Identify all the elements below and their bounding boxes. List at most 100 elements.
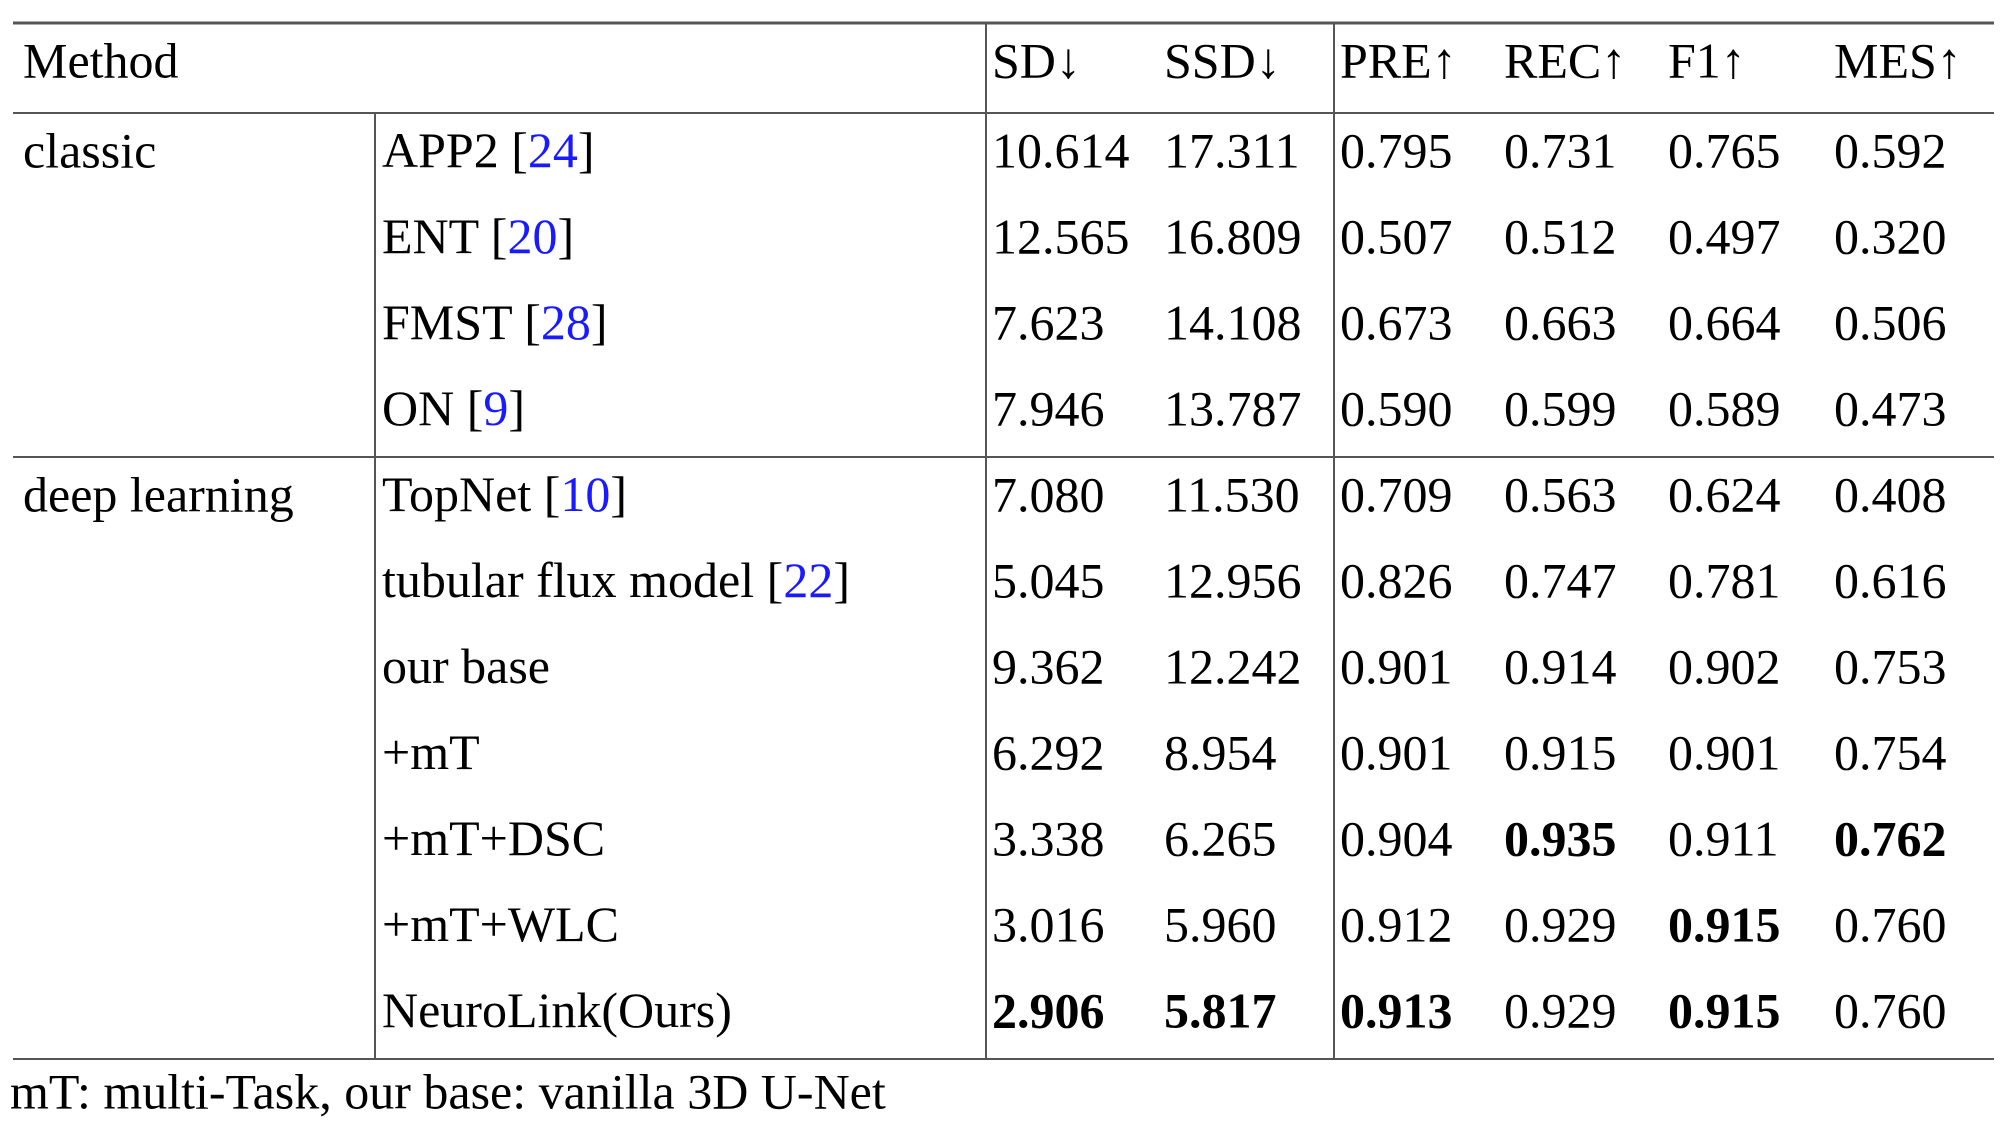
- value-cell: 6.292: [992, 724, 1105, 780]
- value-cell: 0.795: [1340, 122, 1453, 178]
- value-cell: 0.915: [1668, 896, 1781, 952]
- value-cell: 0.929: [1504, 896, 1617, 952]
- value-cell: 7.946: [992, 380, 1105, 436]
- method-label: tubular flux model: [382, 552, 767, 608]
- value-cell: 6.265: [1164, 810, 1277, 866]
- value-cell: 0.915: [1668, 982, 1781, 1038]
- value-cell: 8.954: [1164, 724, 1277, 780]
- value-cell: 0.753: [1834, 638, 1947, 694]
- value-cell: 0.589: [1668, 380, 1781, 436]
- value-cell: 0.731: [1504, 122, 1617, 178]
- value-cell: 0.590: [1340, 380, 1453, 436]
- value-cell: 5.045: [992, 552, 1105, 608]
- value-cell: 0.512: [1504, 208, 1617, 264]
- value-cell: 2.906: [992, 982, 1105, 1038]
- method-label: +mT: [382, 724, 480, 780]
- method-name: our base: [382, 638, 550, 694]
- value-cell: 0.914: [1504, 638, 1617, 694]
- group-name: deep learning: [23, 466, 294, 522]
- value-cell: 16.809: [1164, 208, 1302, 264]
- method-label: our base: [382, 638, 550, 694]
- value-cell: 0.760: [1834, 896, 1947, 952]
- group-name: classic: [23, 122, 156, 178]
- header-cell: SD↓: [992, 32, 1081, 88]
- citation: [22]: [767, 552, 850, 608]
- value-cell: 7.623: [992, 294, 1105, 350]
- citation: [20]: [491, 208, 574, 264]
- method-name: NeuroLink(Ours): [382, 982, 732, 1038]
- value-cell: 11.530: [1164, 466, 1300, 522]
- method-name: FMST [28]: [382, 294, 608, 350]
- method-name: +mT+DSC: [382, 810, 605, 866]
- header-cell: REC↑: [1504, 32, 1626, 88]
- method-name: TopNet [10]: [382, 466, 627, 522]
- value-cell: 0.320: [1834, 208, 1947, 264]
- value-cell: 5.960: [1164, 896, 1277, 952]
- method-name: +mT: [382, 724, 480, 780]
- value-cell: 3.338: [992, 810, 1105, 866]
- value-cell: 0.765: [1668, 122, 1781, 178]
- value-cell: 0.563: [1504, 466, 1617, 522]
- method-label: ON: [382, 380, 467, 436]
- citation: [28]: [524, 294, 607, 350]
- value-cell: 0.664: [1668, 294, 1781, 350]
- method-label: TopNet: [382, 466, 544, 522]
- footnote: mT: multi-Task, our base: vanilla 3D U-N…: [10, 1063, 886, 1119]
- value-cell: 3.016: [992, 896, 1105, 952]
- method-label: +mT+WLC: [382, 896, 619, 952]
- value-cell: 0.935: [1504, 810, 1617, 866]
- value-cell: 0.473: [1834, 380, 1947, 436]
- value-cell: 14.108: [1164, 294, 1302, 350]
- value-cell: 0.911: [1668, 810, 1779, 866]
- value-cell: 0.915: [1504, 724, 1617, 780]
- value-cell: 12.956: [1164, 552, 1302, 608]
- value-cell: 9.362: [992, 638, 1105, 694]
- value-cell: 12.565: [992, 208, 1130, 264]
- value-cell: 7.080: [992, 466, 1105, 522]
- method-name: +mT+WLC: [382, 896, 619, 952]
- header-cell: Method: [23, 32, 179, 88]
- value-cell: 0.709: [1340, 466, 1453, 522]
- value-cell: 10.614: [992, 122, 1130, 178]
- value-cell: 0.901: [1668, 724, 1781, 780]
- method-label: APP2: [382, 122, 511, 178]
- citation: [10]: [544, 466, 627, 522]
- value-cell: 12.242: [1164, 638, 1302, 694]
- value-cell: 0.912: [1340, 896, 1453, 952]
- value-cell: 0.781: [1668, 552, 1781, 608]
- value-cell: 0.904: [1340, 810, 1453, 866]
- value-cell: 0.616: [1834, 552, 1947, 608]
- value-cell: 0.497: [1668, 208, 1781, 264]
- method-label: NeuroLink(Ours): [382, 982, 732, 1038]
- citation: [24]: [511, 122, 594, 178]
- method-name: ENT [20]: [382, 208, 574, 264]
- value-cell: 0.673: [1340, 294, 1453, 350]
- value-cell: 0.901: [1340, 638, 1453, 694]
- method-name: tubular flux model [22]: [382, 552, 850, 608]
- value-cell: 0.826: [1340, 552, 1453, 608]
- header-cell: MES↑: [1834, 32, 1962, 88]
- value-cell: 17.311: [1164, 122, 1300, 178]
- method-label: +mT+DSC: [382, 810, 605, 866]
- value-cell: 0.506: [1834, 294, 1947, 350]
- value-cell: 0.663: [1504, 294, 1617, 350]
- value-cell: 0.762: [1834, 810, 1947, 866]
- value-cell: 0.599: [1504, 380, 1617, 436]
- value-cell: 0.760: [1834, 982, 1947, 1038]
- header-cell: F1↑: [1668, 32, 1746, 88]
- citation: [9]: [467, 380, 525, 436]
- value-cell: 0.929: [1504, 982, 1617, 1038]
- value-cell: 0.913: [1340, 982, 1453, 1038]
- value-cell: 0.624: [1668, 466, 1781, 522]
- method-label: FMST: [382, 294, 524, 350]
- value-cell: 5.817: [1164, 982, 1277, 1038]
- value-cell: 0.754: [1834, 724, 1947, 780]
- method-name: APP2 [24]: [382, 122, 595, 178]
- value-cell: 0.901: [1340, 724, 1453, 780]
- method-name: ON [9]: [382, 380, 525, 436]
- value-cell: 0.408: [1834, 466, 1947, 522]
- header-cell: SSD↓: [1164, 32, 1281, 88]
- value-cell: 0.747: [1504, 552, 1617, 608]
